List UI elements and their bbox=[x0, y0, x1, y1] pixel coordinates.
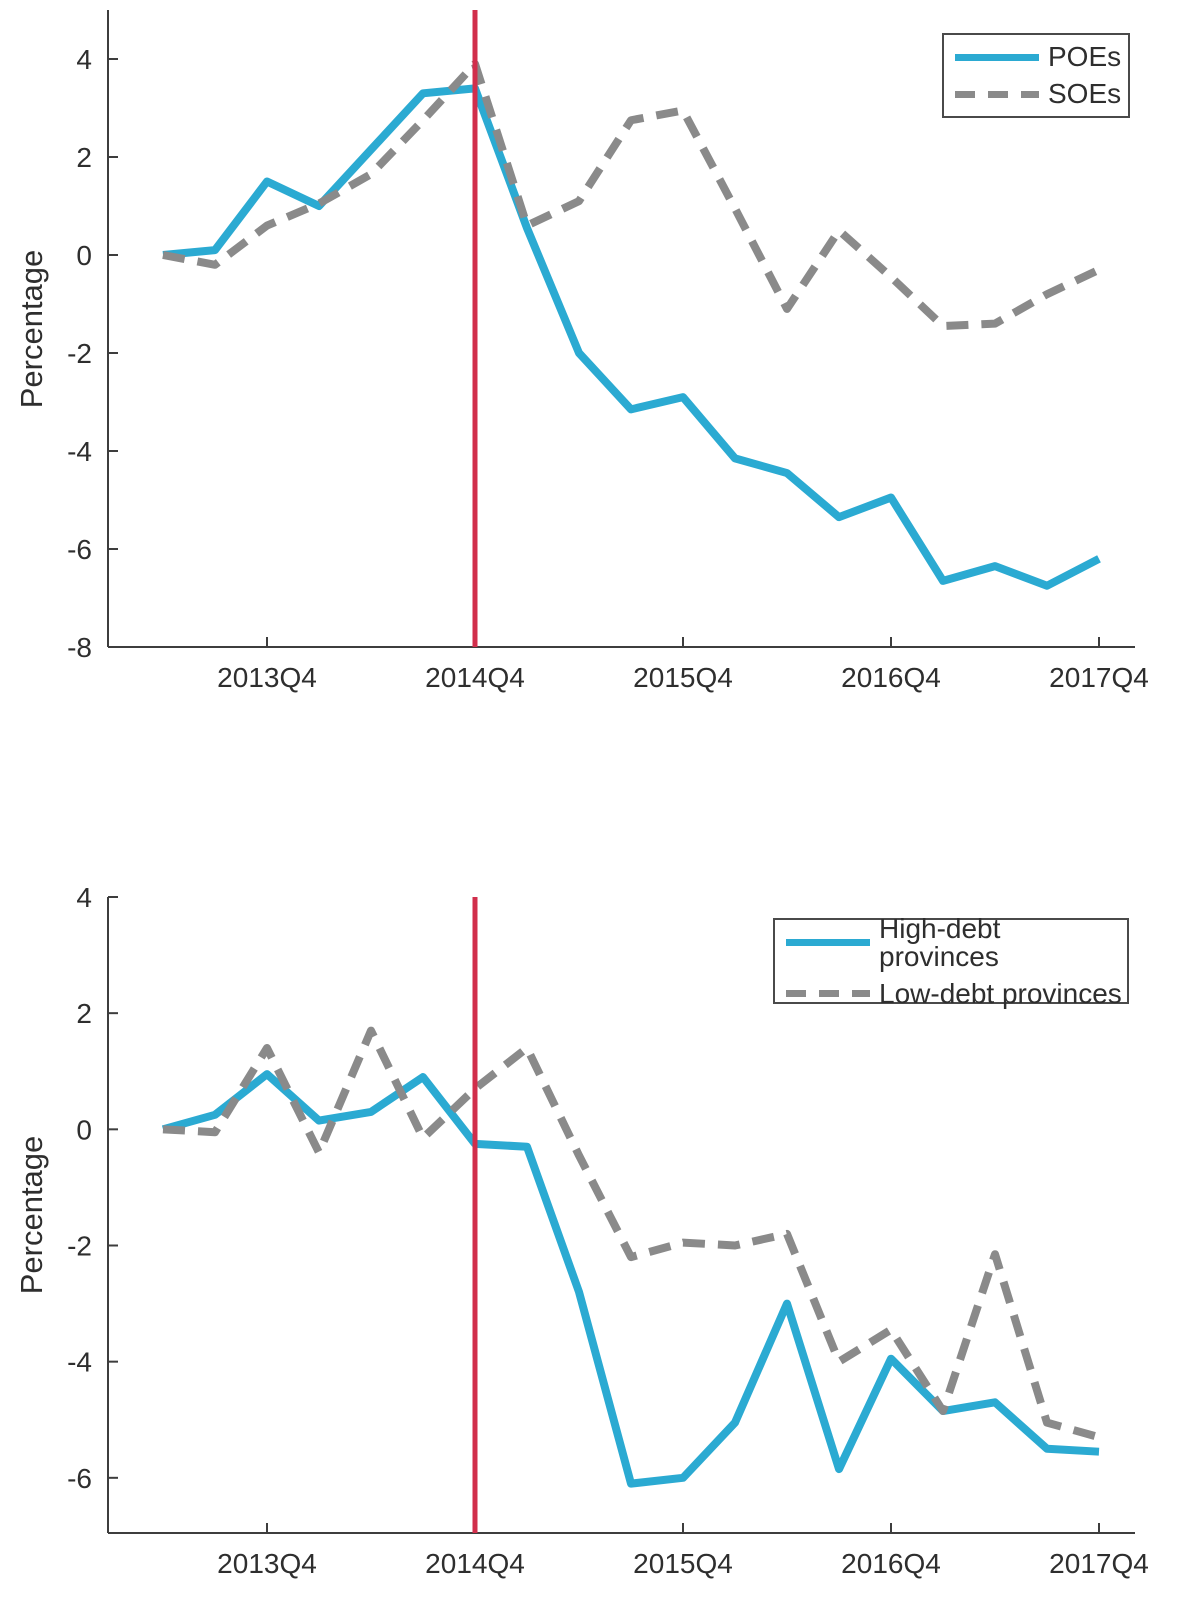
poes-line-sample-icon bbox=[955, 53, 1039, 61]
svg-text:-2: -2 bbox=[67, 338, 92, 369]
legend-label-poes: POEs bbox=[1048, 41, 1122, 72]
svg-text:-6: -6 bbox=[67, 534, 92, 565]
top-chart-plot: 4 2 0 -2 -4 -6 -8 2013Q4 2014Q4 2015Q4 2016Q4 2017Q… bbox=[67, 10, 1149, 693]
svg-text:2013Q4: 2013Q4 bbox=[217, 662, 317, 693]
top-chart-legend: POEs SOEs bbox=[942, 33, 1130, 118]
legend-item-low-debt: Low-debt provinces bbox=[786, 977, 1127, 1009]
svg-text:0: 0 bbox=[76, 240, 92, 271]
svg-text:-2: -2 bbox=[67, 1230, 92, 1261]
svg-text:2015Q4: 2015Q4 bbox=[633, 1548, 733, 1579]
legend-item-high-debt: High-debt provinces bbox=[786, 912, 1127, 972]
svg-text:2014Q4: 2014Q4 bbox=[425, 662, 525, 693]
svg-text:2: 2 bbox=[76, 998, 92, 1029]
svg-text:0: 0 bbox=[76, 1114, 92, 1145]
low-debt-line-sample-icon bbox=[786, 990, 870, 997]
svg-text:2017Q4: 2017Q4 bbox=[1049, 662, 1149, 693]
bottom-chart-plot: 4 2 0 -2 -4 -6 2013Q4 2014Q4 2015Q4 2016Q4 2017Q4 bbox=[67, 882, 1149, 1579]
svg-text:2017Q4: 2017Q4 bbox=[1049, 1548, 1149, 1579]
svg-text:2014Q4: 2014Q4 bbox=[425, 1548, 525, 1579]
svg-text:-4: -4 bbox=[67, 436, 92, 467]
svg-text:4: 4 bbox=[76, 44, 92, 75]
soes-line-sample-icon bbox=[955, 90, 1039, 98]
svg-text:2015Q4: 2015Q4 bbox=[633, 662, 733, 693]
svg-text:2013Q4: 2013Q4 bbox=[217, 1548, 317, 1579]
high-debt-line-sample-icon bbox=[786, 939, 870, 946]
legend-label-low-debt: Low-debt provinces bbox=[879, 977, 1122, 1009]
svg-text:-4: -4 bbox=[67, 1347, 92, 1378]
svg-text:4: 4 bbox=[76, 882, 92, 913]
legend-label-high-debt: High-debt provinces bbox=[879, 912, 1001, 972]
legend-label-soes: SOEs bbox=[1048, 78, 1122, 109]
bottom-chart-legend: High-debt provinces Low-debt provinces bbox=[773, 912, 1129, 1007]
svg-text:2: 2 bbox=[76, 142, 92, 173]
svg-text:2016Q4: 2016Q4 bbox=[841, 1548, 941, 1579]
svg-text:-8: -8 bbox=[67, 632, 92, 663]
legend-item-soes: SOEs bbox=[955, 80, 1128, 108]
svg-text:-6: -6 bbox=[67, 1463, 92, 1494]
svg-text:2016Q4: 2016Q4 bbox=[841, 662, 941, 693]
legend-item-poes: POEs bbox=[955, 43, 1128, 71]
